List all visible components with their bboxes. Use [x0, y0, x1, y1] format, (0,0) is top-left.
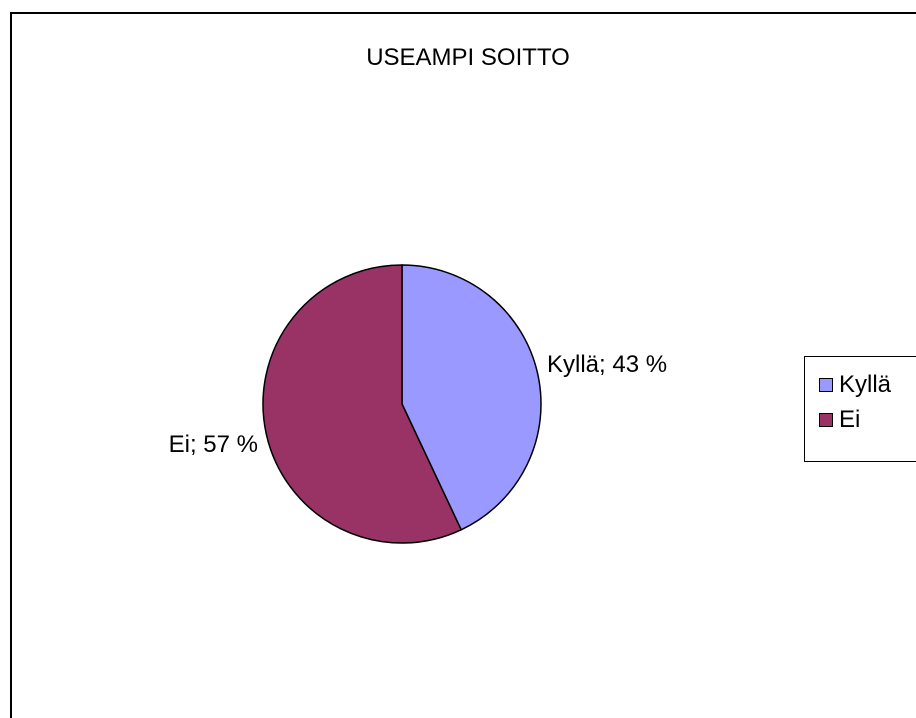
legend-item-kylla: Kyllä — [819, 371, 891, 399]
chart-title: USEAMPI SOITTO — [366, 44, 570, 71]
legend-label-ei: Ei — [839, 406, 861, 433]
data-label-kyll: Kyllä; 43 % — [547, 351, 667, 378]
legend-label-kylla: Kyllä — [839, 371, 892, 398]
legend-swatch-ei — [819, 413, 833, 427]
pie-slice-kyll — [401, 264, 542, 531]
pie-slice-ei — [262, 264, 463, 544]
legend-swatch-kylla — [819, 378, 833, 392]
legend: Kyllä Ei — [804, 356, 916, 462]
legend-item-ei: Ei — [819, 406, 860, 434]
data-label-ei: Ei; 57 % — [169, 431, 258, 458]
chart-area — [10, 12, 916, 718]
